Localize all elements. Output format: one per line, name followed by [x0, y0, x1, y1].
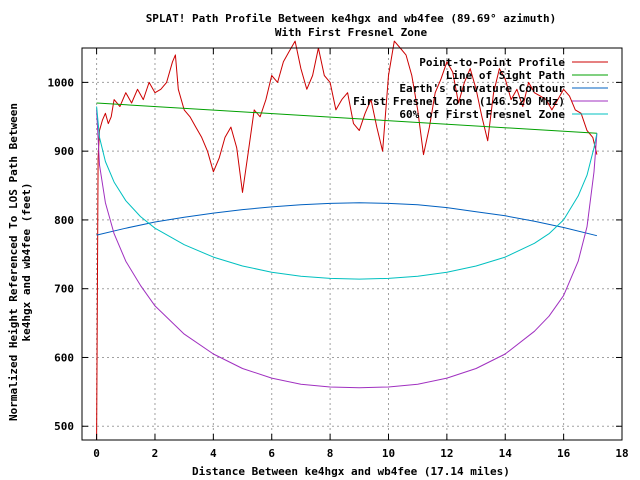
x-tick-label: 10	[382, 447, 395, 460]
legend-label-5: 60% of First Fresnel Zone	[399, 108, 565, 121]
y-axis-label-line-1: Normalized Height Referenced To LOS Path…	[7, 103, 20, 421]
legend-label-1: Point-to-Point Profile	[419, 56, 565, 69]
y-tick-label: 900	[54, 145, 74, 158]
legend-label-3: Earth's Curvature Contour	[399, 82, 565, 95]
x-axis-label: Distance Between ke4hgx and wb4fee (17.1…	[192, 465, 510, 478]
chart-title: SPLAT! Path Profile Between ke4hgx and w…	[146, 12, 557, 25]
x-tick-label: 8	[327, 447, 334, 460]
axis-ticks: 0 2 4 6 8 10 12 14 16 18 500 600 700 800 900 1000	[48, 48, 629, 460]
x-tick-label: 2	[152, 447, 159, 460]
series-line-5	[96, 106, 598, 280]
legend-label-2: Line of Sight Path	[446, 69, 565, 82]
y-tick-label: 1000	[48, 76, 75, 89]
x-tick-label: 6	[268, 447, 275, 460]
y-tick-label: 800	[54, 214, 74, 227]
x-tick-label: 16	[557, 447, 571, 460]
x-tick-label: 14	[499, 447, 513, 460]
series-line-3	[96, 202, 598, 237]
legend-label-4: First Fresnel Zone (146.520 MHz)	[353, 95, 565, 108]
x-tick-label: 18	[615, 447, 628, 460]
series-line-4	[96, 109, 598, 389]
chart-subtitle: With First Fresnel Zone	[275, 26, 428, 39]
series-line-2	[96, 102, 597, 134]
series-line-1	[96, 40, 598, 441]
x-tick-label: 4	[210, 447, 217, 460]
x-tick-label: 12	[440, 447, 453, 460]
series-lines	[96, 40, 598, 441]
y-axis-label-line-2: ke4hgx and wb4fee (feet)	[20, 183, 33, 342]
plot-frame	[81, 47, 623, 441]
y-tick-label: 600	[54, 351, 74, 364]
y-tick-label: 700	[54, 283, 74, 296]
y-tick-label: 500	[54, 420, 74, 433]
x-tick-label: 0	[93, 447, 100, 460]
